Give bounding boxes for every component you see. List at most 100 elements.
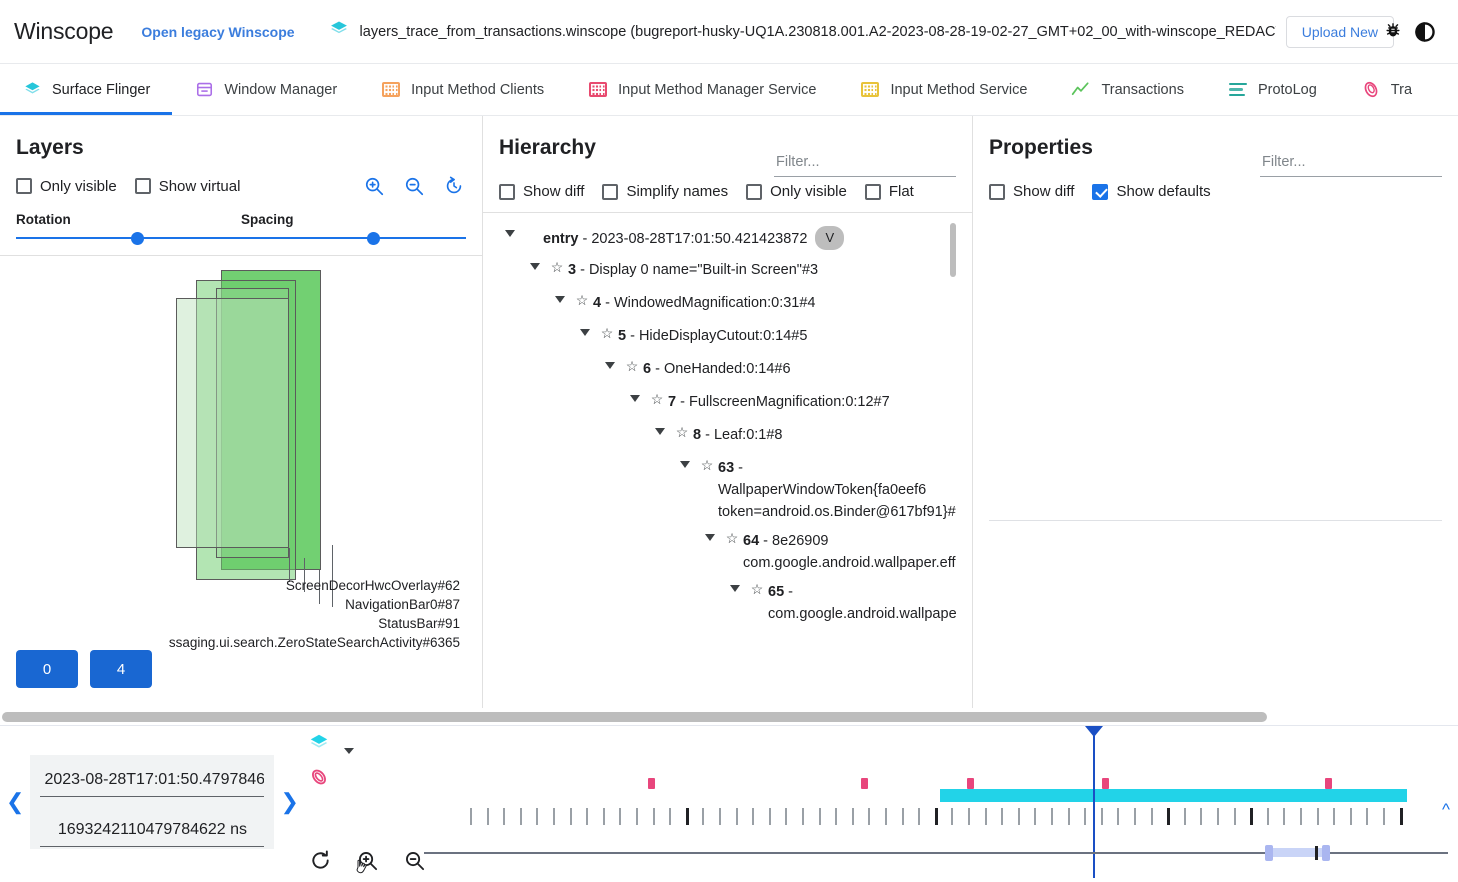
layer-rect-3[interactable] xyxy=(196,280,296,580)
checkbox-simplify-names[interactable]: Simplify names xyxy=(602,183,728,200)
range-handle-right[interactable] xyxy=(1322,845,1330,861)
layers-icon[interactable] xyxy=(308,732,330,759)
star-icon[interactable]: ☆ xyxy=(700,457,714,473)
tree-node-label[interactable]: 4 - WindowedMagnification:0:31#4 xyxy=(593,285,815,314)
hierarchy-tree[interactable]: entry - 2023-08-28T17:01:50.421423872 V ☆ 3… xyxy=(499,219,956,679)
chevron-down-icon[interactable] xyxy=(649,417,671,435)
tree-node[interactable]: ☆ 63 - WallpaperWindowToken{fa0eef6 token… xyxy=(499,450,956,523)
tree-node[interactable]: ☆ 6 - OneHanded:0:14#6 xyxy=(499,351,956,384)
chevron-down-icon[interactable] xyxy=(549,285,571,303)
spacing-slider[interactable] xyxy=(241,231,466,245)
checkbox-only-visible[interactable]: Only visible xyxy=(16,178,117,195)
tree-node-label[interactable]: 6 - OneHanded:0:14#6 xyxy=(643,351,791,380)
tree-node[interactable]: ☆ 64 - 8e26909 com.google.android.wallpap… xyxy=(499,523,956,574)
tab-transactions[interactable]: Transactions xyxy=(1049,64,1205,115)
tree-node-label[interactable]: 3 - Display 0 name="Built-in Screen"#3 xyxy=(568,252,818,281)
visibility-chip[interactable]: V xyxy=(815,226,845,250)
tree-node[interactable]: entry - 2023-08-28T17:01:50.421423872 V xyxy=(499,219,956,252)
tree-node-label[interactable]: 8 - Leaf:0:1#8 xyxy=(693,417,783,446)
tree-node-label[interactable]: 7 - FullscreenMagnification:0:12#7 xyxy=(668,384,890,413)
tab-transitions[interactable]: Tra xyxy=(1339,64,1434,115)
display-pill-0[interactable]: 0 xyxy=(16,650,78,688)
transactions-icon[interactable] xyxy=(308,766,330,793)
star-icon[interactable]: ☆ xyxy=(725,530,739,546)
tree-node-label[interactable]: 5 - HideDisplayCutout:0:14#5 xyxy=(618,318,807,347)
playhead-handle[interactable] xyxy=(1085,726,1104,737)
layers-3d-view[interactable]: ScreenDecorHwcOverlay#62 NavigationBar0#… xyxy=(16,260,466,690)
properties-filter-input[interactable]: Filter... xyxy=(1260,150,1442,177)
timeline-playhead[interactable] xyxy=(1093,736,1096,878)
tree-node[interactable]: ☆ 8 - Leaf:0:1#8 xyxy=(499,417,956,450)
star-icon[interactable]: ☆ xyxy=(550,259,564,275)
tab-input-method-manager-service[interactable]: Input Method Manager Service xyxy=(566,64,838,115)
timestamp-human-input[interactable]: 2023-08-28T17:01:50.47978466 xyxy=(40,761,265,797)
slider-knob[interactable] xyxy=(367,232,381,245)
horizontal-scrollbar[interactable] xyxy=(2,712,1267,722)
chevron-down-icon[interactable] xyxy=(499,219,521,237)
tree-node[interactable]: ☆ 7 - FullscreenMagnification:0:12#7 xyxy=(499,384,956,417)
layer-rect-2[interactable] xyxy=(216,288,289,558)
hierarchy-scrollbar[interactable] xyxy=(950,223,956,277)
chevron-down-icon[interactable] xyxy=(674,450,696,468)
transaction-marker[interactable] xyxy=(861,778,869,789)
dark-mode-toggle[interactable] xyxy=(1412,19,1438,45)
timeline-canvas[interactable]: ^ xyxy=(410,726,1458,878)
star-icon[interactable]: ☆ xyxy=(575,292,589,308)
upload-new-button[interactable]: Upload New xyxy=(1285,15,1400,48)
checkbox-show-virtual[interactable]: Show virtual xyxy=(134,178,240,195)
tab-protolog[interactable]: ProtoLog xyxy=(1206,64,1339,115)
transaction-marker[interactable] xyxy=(966,778,974,789)
tree-node-label[interactable]: entry - 2023-08-28T17:01:50.421423872 V xyxy=(543,219,845,250)
timestamp-ns-input[interactable]: 1693242110479784622 ns xyxy=(40,811,265,847)
star-icon[interactable]: ☆ xyxy=(675,424,689,440)
tree-node-label[interactable]: 63 - WallpaperWindowToken{fa0eef6 token=… xyxy=(718,450,956,523)
slider-knob[interactable] xyxy=(131,232,145,245)
star-icon[interactable]: ☆ xyxy=(625,358,639,374)
reset-zoom-icon[interactable] xyxy=(308,848,332,872)
chevron-down-icon[interactable] xyxy=(524,252,546,270)
chevron-down-icon[interactable] xyxy=(344,748,354,754)
tree-node[interactable]: ☆ 5 - HideDisplayCutout:0:14#5 xyxy=(499,318,956,351)
checkbox-show-defaults[interactable]: Show defaults xyxy=(1092,183,1211,200)
chevron-down-icon[interactable] xyxy=(574,318,596,336)
checkbox-flat[interactable]: Flat xyxy=(864,183,914,200)
zoom-in-icon[interactable] xyxy=(362,174,386,198)
checkbox-only-visible[interactable]: Only visible xyxy=(746,183,847,200)
range-selection[interactable] xyxy=(1268,848,1322,857)
checkbox-show-diff[interactable]: Show diff xyxy=(499,183,584,200)
zoom-out-icon[interactable] xyxy=(402,174,426,198)
hierarchy-filter-input[interactable]: Filter... xyxy=(774,150,956,177)
tab-input-method-clients[interactable]: Input Method Clients xyxy=(359,64,566,115)
checkbox-show-diff[interactable]: Show diff xyxy=(989,183,1074,200)
chevron-down-icon[interactable] xyxy=(724,574,746,592)
star-icon[interactable]: ☆ xyxy=(600,325,614,341)
collapse-timeline-button[interactable]: ^ xyxy=(1442,800,1450,819)
rotation-slider[interactable] xyxy=(16,231,241,245)
restore-history-icon[interactable] xyxy=(442,174,466,198)
display-pill-4[interactable]: 4 xyxy=(90,650,152,688)
surface-flinger-track[interactable] xyxy=(940,789,1407,802)
chevron-down-icon[interactable] xyxy=(599,351,621,369)
layer-rect-1[interactable] xyxy=(176,298,289,548)
open-legacy-winscope-link[interactable]: Open legacy Winscope xyxy=(141,23,295,40)
tree-node[interactable]: ☆65 - com.google.android.wallpaper.effec… xyxy=(499,574,956,625)
tree-node-label[interactable]: 65 - com.google.android.wallpaper.effect… xyxy=(768,574,956,625)
prev-entry-button[interactable]: ❮ xyxy=(6,789,25,814)
zoom-in-icon[interactable] xyxy=(355,848,379,872)
bug-icon[interactable] xyxy=(1383,20,1403,43)
tree-node-label[interactable]: 64 - 8e26909 com.google.android.wallpape… xyxy=(743,523,956,574)
chevron-down-icon[interactable] xyxy=(624,384,646,402)
tree-node[interactable]: ☆ 4 - WindowedMagnification:0:31#4 xyxy=(499,285,956,318)
transaction-marker[interactable] xyxy=(1101,778,1109,789)
range-handle-left[interactable] xyxy=(1265,845,1273,861)
tab-surface-flinger[interactable]: Surface Flinger xyxy=(0,64,173,115)
star-icon[interactable]: ☆ xyxy=(650,391,664,407)
star-icon[interactable]: ☆ xyxy=(750,581,764,597)
transaction-marker[interactable] xyxy=(1325,778,1332,789)
transaction-marker[interactable] xyxy=(647,778,655,789)
tree-node[interactable]: ☆ 3 - Display 0 name="Built-in Screen"#3 xyxy=(499,252,956,285)
next-entry-button[interactable]: ❯ xyxy=(280,789,299,814)
tab-input-method-service[interactable]: Input Method Service xyxy=(838,64,1049,115)
tab-window-manager[interactable]: Window Manager xyxy=(172,64,359,115)
chevron-down-icon[interactable] xyxy=(699,523,721,541)
